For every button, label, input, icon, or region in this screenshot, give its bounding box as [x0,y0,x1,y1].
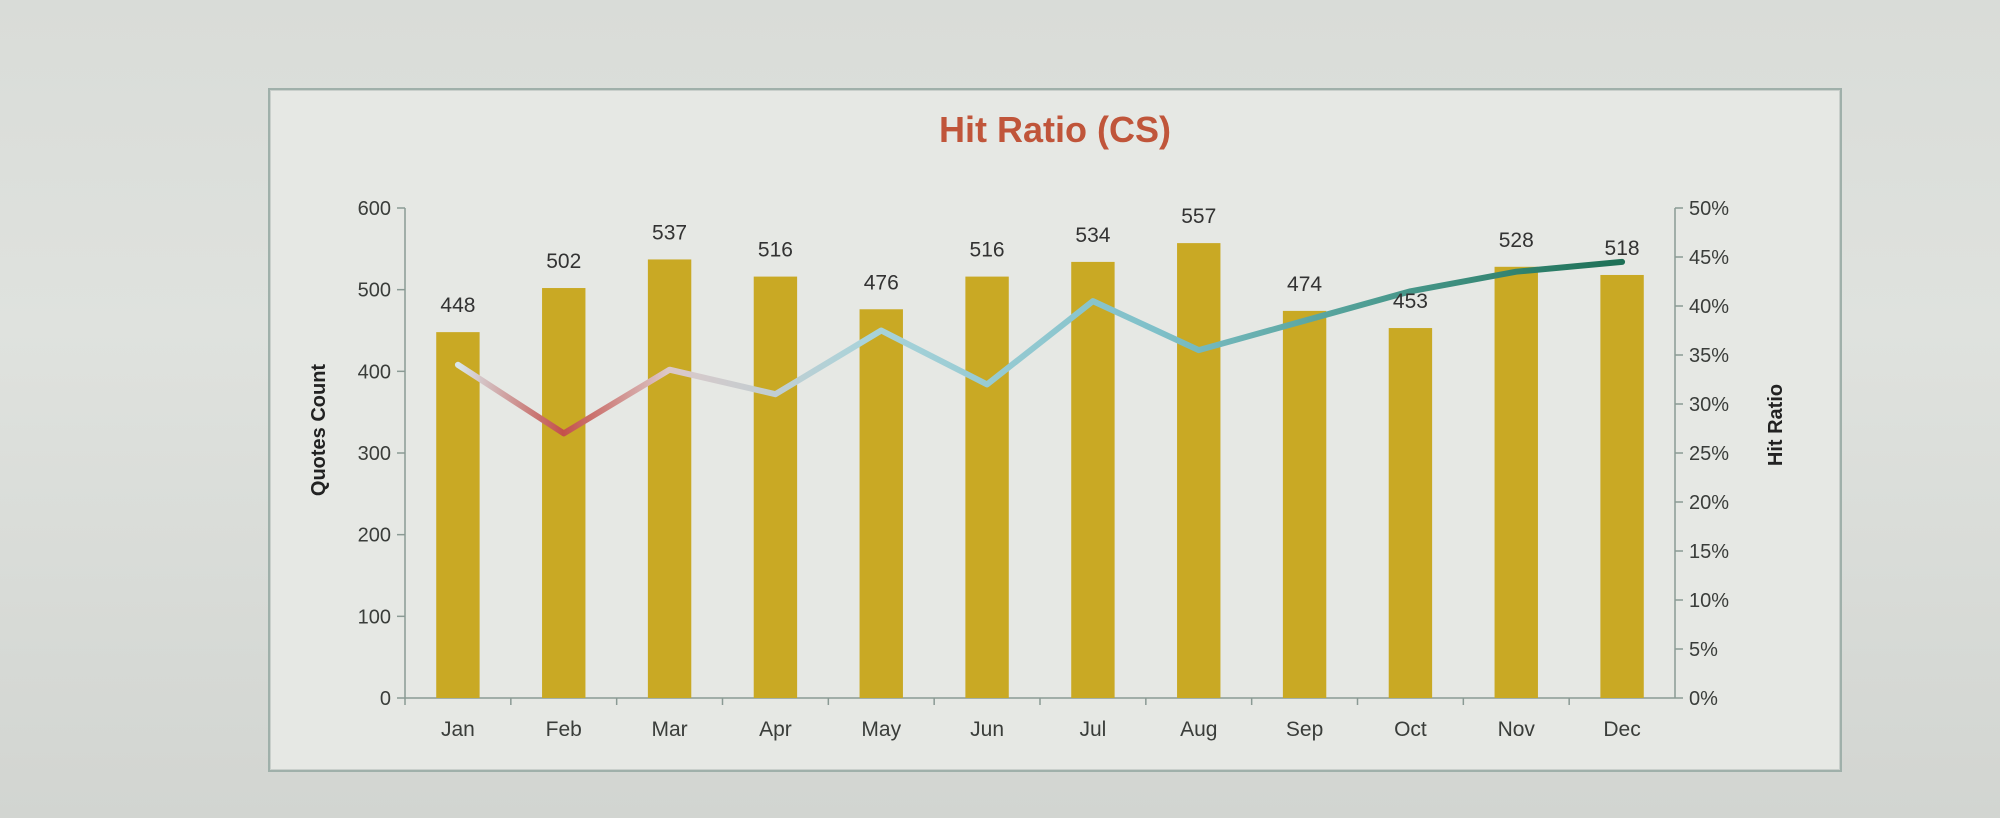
category-label-aug: Aug [1180,718,1217,741]
data-label-jan: 448 [440,294,475,317]
chart-frame: Hit Ratio (CS) Quotes Count Hit Ratio 0 1… [268,88,1842,772]
y2-tick-label: 45% [1689,247,1729,269]
data-label-dec: 518 [1605,237,1640,260]
bar-jul [1071,261,1115,698]
category-label-feb: Feb [546,718,582,741]
data-label-jul: 534 [1075,224,1110,247]
y-tick-label: 600 [358,198,391,220]
category-label-jul: Jul [1079,718,1106,741]
y2-tick-label: 5% [1689,639,1718,661]
category-label-apr: Apr [759,718,792,741]
y2-axis-title: Hit Ratio [1765,384,1787,466]
bar-nov [1494,266,1538,698]
y2-tick-label: 0% [1689,688,1718,710]
y-tick-label: 500 [358,280,391,302]
y2-tick-label: 30% [1689,394,1729,416]
data-labels: 448 502 537 516 476 516 534 557 474 453 528 518 [440,205,1639,317]
y-tick-label: 300 [358,443,391,465]
bar-may [859,309,903,698]
data-label-may: 476 [864,271,899,294]
chart-svg: Hit Ratio (CS) Quotes Count Hit Ratio 0 1… [308,109,1787,741]
y-tick-label: 100 [358,606,391,628]
data-label-aug: 557 [1181,205,1216,228]
data-label-sep: 474 [1287,273,1322,296]
data-label-mar: 537 [652,221,687,244]
axes: 0 100 200 300 400 500 600 0% 5% 10% 15% 20% 25% 30% 35… [358,198,1730,710]
bar-feb [542,288,586,698]
y2-tick-label: 40% [1689,296,1729,318]
bars [436,243,1644,698]
data-label-feb: 502 [546,250,581,273]
category-label-jan: Jan [441,718,475,741]
bar-mar [647,259,692,698]
bar-jun [965,276,1009,698]
category-label-oct: Oct [1394,718,1427,741]
y2-tick-label: 20% [1689,492,1729,514]
hit-ratio-polyline [454,258,1626,437]
bar-oct [1388,328,1433,698]
y2-tick-label: 25% [1689,443,1729,465]
bar-jan [436,332,480,698]
category-label-may: May [861,718,901,741]
category-label-mar: Mar [651,718,687,741]
y-tick-label: 0 [380,688,391,710]
bar-sep [1282,310,1327,698]
hit-ratio-line [454,258,1626,437]
y-tick-label: 400 [358,361,391,383]
category-label-dec: Dec [1603,718,1640,741]
data-label-nov: 528 [1499,229,1534,252]
data-label-oct: 453 [1393,290,1428,313]
bar-aug [1177,243,1221,698]
y-axis-title: Quotes Count [308,364,330,497]
category-label-nov: Nov [1498,718,1536,741]
y2-tick-label: 15% [1689,541,1729,563]
y2-tick-label: 10% [1689,590,1729,612]
data-label-jun: 516 [970,239,1005,262]
bar-apr [753,276,798,698]
category-label-jun: Jun [970,718,1004,741]
chart-title: Hit Ratio (CS) [939,109,1171,150]
category-labels: Jan Feb Mar Apr May Jun Jul Aug Sep Oct Nov Dec [441,718,1641,741]
y-tick-label: 200 [358,525,391,547]
y2-tick-label: 50% [1689,198,1729,220]
bar-dec [1600,274,1644,698]
y2-tick-label: 35% [1689,345,1729,367]
category-label-sep: Sep [1286,718,1323,741]
data-label-apr: 516 [758,239,793,262]
